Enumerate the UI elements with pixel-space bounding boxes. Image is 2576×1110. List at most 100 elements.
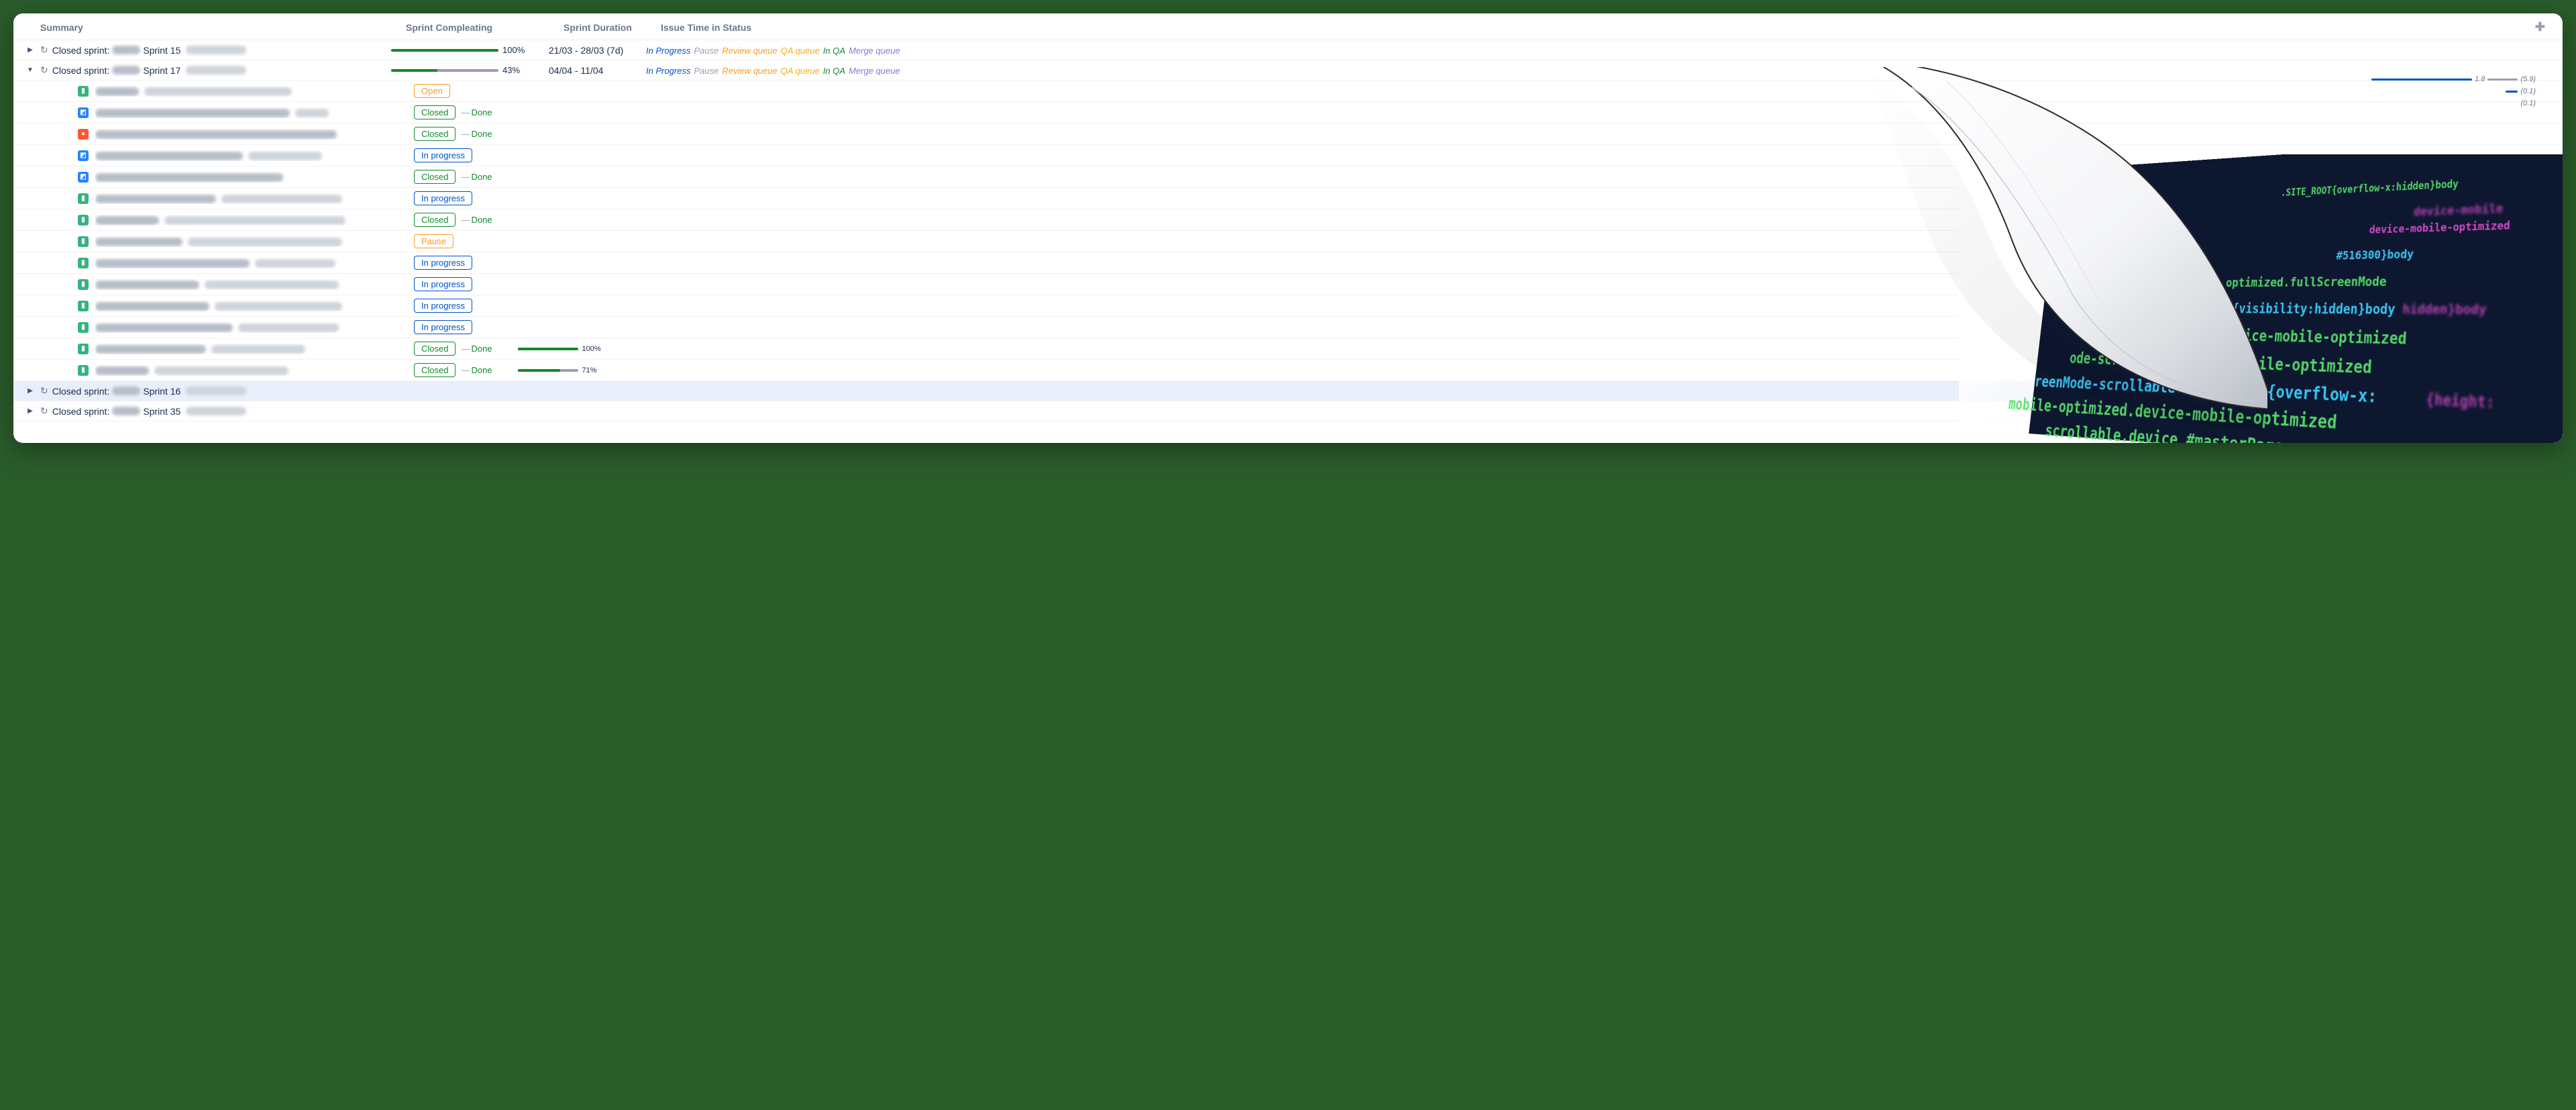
sprint-name: Sprint 16 xyxy=(143,386,180,397)
sprint-row[interactable]: ▼ ↻ Closed sprint: Sprint 17 43% 04/04 -… xyxy=(13,60,2563,81)
resolution: Done xyxy=(461,172,492,182)
issue-title xyxy=(95,344,414,354)
issue-row[interactable]: ▮ Closed Done 100% xyxy=(13,338,2563,360)
issue-title xyxy=(95,301,414,311)
status-badge[interactable]: In progress xyxy=(414,148,472,162)
story-icon: ▮ xyxy=(78,215,89,225)
sprint-label: Closed sprint: xyxy=(52,386,110,397)
issue-row[interactable]: ▮ In progress xyxy=(13,295,2563,317)
sprint-row[interactable]: ▶ ↻ Closed sprint: Sprint 16 xyxy=(13,381,2563,401)
status-badge[interactable]: In progress xyxy=(414,256,472,270)
legend-item: In Progress xyxy=(646,66,690,76)
issue-row[interactable]: ▮ Open xyxy=(13,81,2563,102)
story-icon: ▮ xyxy=(78,322,89,333)
resolution: Done xyxy=(461,215,492,225)
task-icon: ◩ xyxy=(78,150,89,161)
status-badge[interactable]: Closed xyxy=(414,105,455,119)
sprint-icon: ↻ xyxy=(40,405,48,417)
expand-icon[interactable]: ▼ xyxy=(25,66,35,74)
issue-row[interactable]: ▮ Closed Done xyxy=(13,209,2563,231)
issue-title xyxy=(95,322,414,333)
issue-title xyxy=(95,215,414,225)
issue-row[interactable]: ◩ Closed Done xyxy=(13,102,2563,123)
story-icon: ▮ xyxy=(78,193,89,204)
expand-icon[interactable]: ▶ xyxy=(25,407,35,415)
status-badge[interactable]: Pause xyxy=(414,234,453,248)
sprint-icon: ↻ xyxy=(40,44,48,56)
status-badge[interactable]: Closed xyxy=(414,342,455,356)
sprint-progress: 43% xyxy=(391,65,549,75)
sprint-name: Sprint 15 xyxy=(143,45,180,56)
issue-row[interactable]: ◩ In progress xyxy=(13,145,2563,166)
resolution: Done xyxy=(461,107,492,117)
issue-row[interactable]: ▮ Pause xyxy=(13,231,2563,252)
resolution: Done xyxy=(461,365,492,375)
status-badge[interactable]: Open xyxy=(414,84,450,98)
expand-icon[interactable]: ▶ xyxy=(25,46,35,54)
progress-value: 43% xyxy=(502,65,520,75)
issue-title xyxy=(95,258,414,268)
sprint-label: Closed sprint: xyxy=(52,406,110,417)
legend-item: QA queue xyxy=(781,66,820,76)
status-badge[interactable]: In progress xyxy=(414,277,472,291)
status-badge[interactable]: In progress xyxy=(414,191,472,205)
task-icon: ◩ xyxy=(78,107,89,118)
legend-item: QA queue xyxy=(781,46,820,56)
sprint-report-window: Summary Sprint Compleating Sprint Durati… xyxy=(13,13,2563,443)
status-badge[interactable]: Closed xyxy=(414,127,455,141)
table-header: Summary Sprint Compleating Sprint Durati… xyxy=(13,13,2563,40)
progress-value: 100% xyxy=(502,45,525,55)
issue-title xyxy=(95,150,414,161)
sprint-icon: ↻ xyxy=(40,385,48,397)
col-header-status[interactable]: Issue Time in Status xyxy=(661,22,2535,33)
col-header-summary[interactable]: Summary xyxy=(40,22,406,33)
status-badge[interactable]: Closed xyxy=(414,213,455,227)
legend-item: Review queue xyxy=(722,46,777,56)
sprint-duration: 21/03 - 28/03 (7d) xyxy=(549,45,623,56)
status-legend: In Progress Pause Review queue QA queueIn Q… xyxy=(646,45,904,56)
add-column-icon[interactable]: ✚ xyxy=(2535,20,2549,34)
timeline-overlay: 1.8(5.9) (0.1) (0.1) xyxy=(2371,75,2536,107)
story-icon: ▮ xyxy=(78,86,89,97)
issue-title xyxy=(95,172,414,183)
legend-item: Review queue xyxy=(722,66,777,76)
story-icon: ▮ xyxy=(78,344,89,354)
legend-item: Pause xyxy=(694,46,718,56)
status-badge[interactable]: Closed xyxy=(414,170,455,184)
legend-item: In QA xyxy=(823,46,845,56)
story-icon: ▮ xyxy=(78,236,89,247)
legend-item: Merge queue xyxy=(849,46,900,56)
sprint-label: Closed sprint: xyxy=(52,65,110,76)
expand-icon[interactable]: ▶ xyxy=(25,387,35,395)
issue-row[interactable]: ▮ In progress xyxy=(13,317,2563,338)
issue-title xyxy=(95,107,414,118)
story-icon: ▮ xyxy=(78,301,89,311)
sprint-row[interactable]: ▶ ↻ Closed sprint: Sprint 35 xyxy=(13,401,2563,421)
sprint-row[interactable]: ▶ ↻ Closed sprint: Sprint 15 100% 21/03 … xyxy=(13,40,2563,60)
legend-item: In Progress xyxy=(646,46,690,56)
issue-row[interactable]: ▮ In progress xyxy=(13,252,2563,274)
col-header-duration[interactable]: Sprint Duration xyxy=(564,22,661,33)
status-badge[interactable]: Closed xyxy=(414,363,455,377)
issue-row[interactable]: ◩ ClosedDone xyxy=(13,166,2563,188)
code-line: scrollable.device #masterPage xyxy=(2044,421,2284,443)
issue-row[interactable]: ● ClosedDone xyxy=(13,123,2563,145)
sprint-icon: ↻ xyxy=(40,64,48,76)
issue-progress: 100% xyxy=(518,345,601,353)
sprint-duration: 04/04 - 11/04 xyxy=(549,65,603,76)
issue-title xyxy=(95,279,414,290)
issue-title xyxy=(95,129,414,140)
legend-item: Merge queue xyxy=(849,66,900,76)
story-icon: ▮ xyxy=(78,258,89,268)
issue-title xyxy=(95,193,414,204)
issue-row[interactable]: ▮ ClosedDone 71% xyxy=(13,360,2563,381)
status-legend: In ProgressPauseReview queueQA queueIn Q… xyxy=(646,65,904,76)
status-badge[interactable]: In progress xyxy=(414,299,472,313)
issue-row[interactable]: ▮ In progress xyxy=(13,274,2563,295)
col-header-completing[interactable]: Sprint Compleating xyxy=(406,22,564,33)
issue-title xyxy=(95,86,414,97)
status-badge[interactable]: In progress xyxy=(414,320,472,334)
issue-row[interactable]: ▮ In progress xyxy=(13,188,2563,209)
resolution: Done xyxy=(461,344,492,354)
legend-item: Pause xyxy=(694,66,718,76)
